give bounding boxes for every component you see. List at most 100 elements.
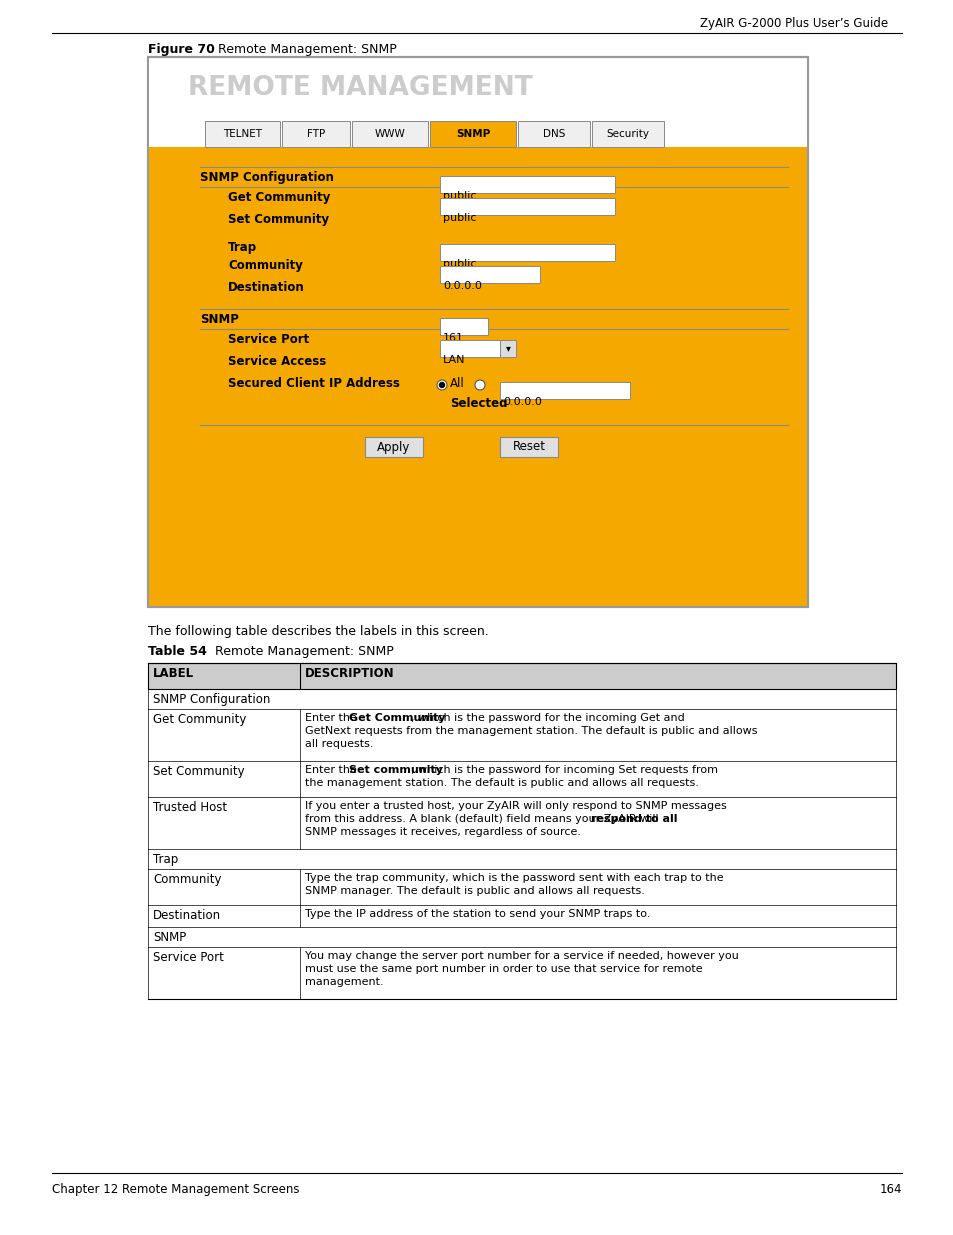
- Text: Figure 70: Figure 70: [148, 43, 214, 56]
- Bar: [499, 437, 558, 457]
- Text: Type the IP address of the station to send your SNMP traps to.: Type the IP address of the station to se…: [305, 909, 650, 919]
- Circle shape: [436, 380, 447, 390]
- Bar: [148, 761, 895, 797]
- Text: ▾: ▾: [505, 343, 510, 353]
- Text: DESCRIPTION: DESCRIPTION: [305, 667, 395, 680]
- Bar: [148, 927, 895, 947]
- Text: GetNext requests from the management station. The default is public and allows: GetNext requests from the management sta…: [305, 726, 757, 736]
- Text: from this address. A blank (default) field means your ZyAIR will: from this address. A blank (default) fie…: [305, 814, 661, 824]
- Text: Community: Community: [152, 873, 221, 885]
- Circle shape: [439, 383, 444, 388]
- Bar: [148, 663, 895, 689]
- Text: Apply: Apply: [377, 441, 410, 453]
- Text: , which is the password for the incoming Get and: , which is the password for the incoming…: [411, 713, 684, 722]
- Bar: [148, 57, 807, 606]
- Text: All: All: [450, 377, 464, 390]
- Bar: [148, 905, 895, 927]
- Bar: [148, 947, 895, 999]
- Text: public: public: [442, 259, 476, 269]
- Text: SNMP: SNMP: [456, 128, 490, 140]
- Text: Set Community: Set Community: [152, 764, 244, 778]
- Bar: [439, 317, 488, 335]
- Text: LAN: LAN: [442, 354, 465, 366]
- Bar: [439, 177, 615, 193]
- Text: SNMP manager. The default is public and allows all requests.: SNMP manager. The default is public and …: [305, 885, 644, 897]
- Text: Security: Security: [606, 128, 649, 140]
- Text: public: public: [442, 212, 476, 224]
- Text: SNMP: SNMP: [152, 931, 186, 944]
- Text: Enter the: Enter the: [305, 713, 360, 722]
- Text: Chapter 12 Remote Management Screens: Chapter 12 Remote Management Screens: [52, 1183, 299, 1195]
- Text: 164: 164: [879, 1183, 901, 1195]
- Text: , which is the password for incoming Set requests from: , which is the password for incoming Set…: [411, 764, 718, 776]
- Text: Remote Management: SNMP: Remote Management: SNMP: [214, 645, 394, 658]
- Text: 0.0.0.0: 0.0.0.0: [502, 396, 541, 408]
- Text: Table 54: Table 54: [148, 645, 207, 658]
- Text: LABEL: LABEL: [152, 667, 193, 680]
- Text: 0.0.0.0: 0.0.0.0: [442, 282, 481, 291]
- Bar: [499, 382, 629, 399]
- Text: ZyAIR G-2000 Plus User’s Guide: ZyAIR G-2000 Plus User’s Guide: [700, 17, 887, 30]
- Bar: [499, 340, 516, 357]
- Text: You may change the server port number for a service if needed, however you: You may change the server port number fo…: [305, 951, 738, 961]
- Bar: [148, 57, 807, 606]
- Text: Destination: Destination: [228, 282, 304, 294]
- Text: Reset: Reset: [512, 441, 545, 453]
- Text: WWW: WWW: [375, 128, 405, 140]
- Text: FTP: FTP: [307, 128, 325, 140]
- Bar: [430, 121, 516, 147]
- Bar: [148, 689, 895, 709]
- Bar: [149, 147, 806, 606]
- Text: must use the same port number in order to use that service for remote: must use the same port number in order t…: [305, 965, 702, 974]
- Bar: [439, 245, 615, 261]
- Text: Get Community: Get Community: [152, 713, 246, 726]
- Bar: [439, 340, 499, 357]
- Bar: [148, 797, 895, 848]
- Text: management.: management.: [305, 977, 383, 987]
- Text: Remote Management: SNMP: Remote Management: SNMP: [218, 43, 396, 56]
- Text: Service Port: Service Port: [228, 333, 309, 346]
- Text: the management station. The default is public and allows all requests.: the management station. The default is p…: [305, 778, 699, 788]
- Text: Trap: Trap: [228, 241, 257, 254]
- Text: SNMP Configuration: SNMP Configuration: [152, 693, 270, 706]
- Text: If you enter a trusted host, your ZyAIR will only respond to SNMP messages: If you enter a trusted host, your ZyAIR …: [305, 802, 726, 811]
- Bar: [282, 121, 350, 147]
- Bar: [205, 121, 280, 147]
- Text: Trusted Host: Trusted Host: [152, 802, 227, 814]
- Text: public: public: [442, 191, 476, 201]
- Text: all requests.: all requests.: [305, 739, 374, 748]
- Bar: [149, 59, 806, 147]
- Text: Service Access: Service Access: [228, 354, 326, 368]
- Text: Service Port: Service Port: [152, 951, 224, 965]
- Text: TELNET: TELNET: [223, 128, 262, 140]
- Text: Set Community: Set Community: [228, 212, 329, 226]
- Bar: [148, 709, 895, 761]
- Text: SNMP messages it receives, regardless of source.: SNMP messages it receives, regardless of…: [305, 827, 580, 837]
- Circle shape: [475, 380, 484, 390]
- Text: REMOTE MANAGEMENT: REMOTE MANAGEMENT: [188, 75, 532, 101]
- Text: SNMP: SNMP: [200, 312, 238, 326]
- Text: Secured Client IP Address: Secured Client IP Address: [228, 377, 399, 390]
- Bar: [148, 869, 895, 905]
- Text: Get Community: Get Community: [228, 191, 330, 204]
- Text: SNMP Configuration: SNMP Configuration: [200, 170, 334, 184]
- Bar: [148, 848, 895, 869]
- Text: Type the trap community, which is the password sent with each trap to the: Type the trap community, which is the pa…: [305, 873, 723, 883]
- Bar: [439, 266, 539, 283]
- Bar: [592, 121, 663, 147]
- Text: Community: Community: [228, 259, 302, 272]
- Text: DNS: DNS: [542, 128, 564, 140]
- Bar: [365, 437, 422, 457]
- Text: The following table describes the labels in this screen.: The following table describes the labels…: [148, 625, 488, 638]
- Text: Trap: Trap: [152, 853, 178, 866]
- Text: Destination: Destination: [152, 909, 221, 923]
- Text: Enter the: Enter the: [305, 764, 360, 776]
- Text: respond to all: respond to all: [590, 814, 677, 824]
- Text: 161: 161: [442, 333, 463, 343]
- Text: Get Community: Get Community: [349, 713, 445, 722]
- Text: Selected: Selected: [450, 396, 507, 410]
- Bar: [352, 121, 428, 147]
- Bar: [517, 121, 589, 147]
- Text: Set community: Set community: [349, 764, 442, 776]
- Bar: [439, 198, 615, 215]
